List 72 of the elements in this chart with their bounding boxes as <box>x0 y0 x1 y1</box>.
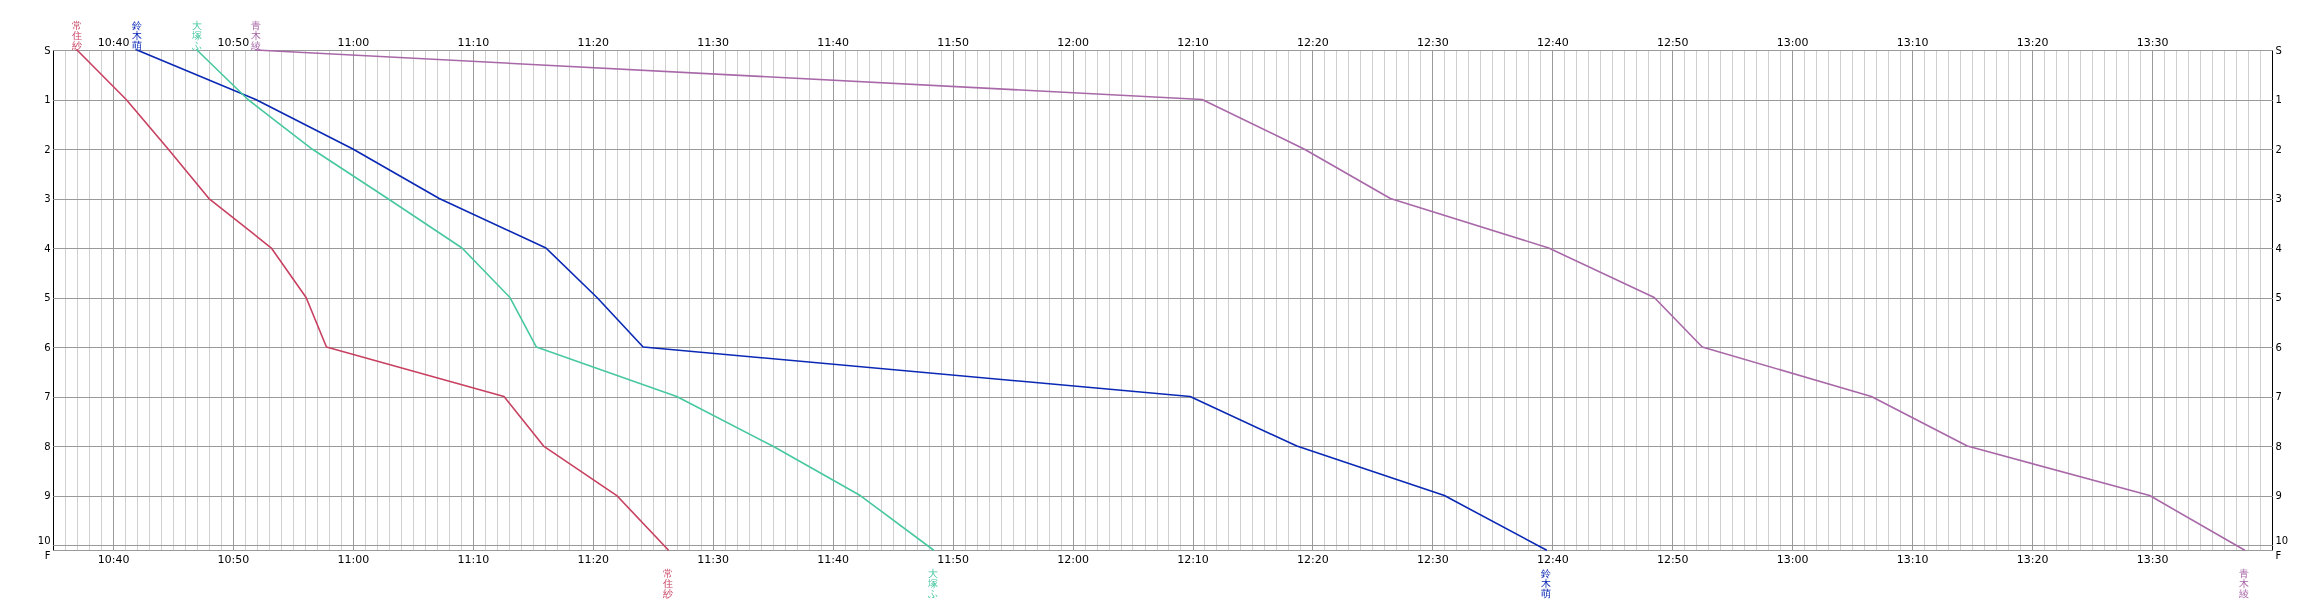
x2-tick-label: 12:30 <box>1417 35 1449 49</box>
y2-tick-label: 7 <box>2275 391 2282 403</box>
x2-tick-label: 11:10 <box>457 35 490 49</box>
y-tick-label: 6 <box>44 341 51 353</box>
x-tick-label: 12:10 <box>1177 552 1209 566</box>
y2-tick-label: 3 <box>2275 193 2282 205</box>
y2-tick-label: 5 <box>2275 292 2282 304</box>
y2-tick-label: S <box>2275 44 2282 56</box>
text: 鈴木萌 <box>1541 568 1552 599</box>
x-tick-label: 11:10 <box>457 552 490 566</box>
x2-tick-label: 12:10 <box>1177 35 1209 49</box>
y2-tick-label: 2 <box>2275 143 2282 155</box>
y2-tick-label: 8 <box>2275 440 2282 452</box>
line-series <box>196 49 935 551</box>
x-tick-label: 11:00 <box>337 552 370 566</box>
x-tick-label: 13:20 <box>2016 552 2049 566</box>
y-tick-label: F <box>44 549 51 561</box>
line-series <box>254 49 2246 551</box>
x2-tick-label: 12:20 <box>1297 35 1329 49</box>
x-tick-label: 12:30 <box>1417 552 1449 566</box>
line-series <box>136 49 1548 551</box>
x-tick-label: 10:50 <box>217 552 250 566</box>
x-tick-label: 11:30 <box>697 552 730 566</box>
y-tick-label: 7 <box>44 391 51 403</box>
x-tick-label: 11:20 <box>577 552 610 566</box>
y-tick-label: 1 <box>44 94 51 105</box>
x2-tick-label: 10:50 <box>217 35 250 49</box>
y-tick-label: 5 <box>44 292 51 304</box>
x2-tick-label: 11:20 <box>577 35 610 49</box>
x2-tick-label: 13:10 <box>1896 35 1929 49</box>
x2-tick-label: 11:30 <box>697 35 730 49</box>
text: 青木綾 <box>2239 568 2250 599</box>
x-tick-label: 11:50 <box>937 552 969 566</box>
x-tick-label: 12:20 <box>1297 552 1329 566</box>
series-label: 鈴木萌 <box>131 20 142 51</box>
y2-tick-label: 10 <box>2275 534 2289 546</box>
y-tick-label: 10 <box>37 534 51 546</box>
y-tick-label: 8 <box>44 440 51 452</box>
y-tick-label: 4 <box>44 242 51 254</box>
y-tick-label: 9 <box>44 490 51 502</box>
y2-tick-label: 6 <box>2275 341 2282 353</box>
y2-tick-label: 1 <box>2275 94 2282 105</box>
x-tick-label: 10:40 <box>97 552 130 566</box>
x2-tick-label: 12:50 <box>1656 35 1689 49</box>
x2-tick-label: 13:30 <box>2136 35 2169 49</box>
x-tick-label: 13:30 <box>2136 552 2169 566</box>
series-label: 常住紗 <box>72 20 83 51</box>
y2-tick-label: 4 <box>2275 242 2282 254</box>
y2-tick-label: 9 <box>2275 490 2282 502</box>
y2-tick-label: F <box>2275 549 2282 561</box>
x-tick-label: 13:00 <box>1776 552 1809 566</box>
x2-tick-label: 12:00 <box>1057 35 1089 49</box>
x-tick-label: 11:40 <box>817 552 850 566</box>
x2-tick-label: 11:50 <box>937 35 969 49</box>
x2-tick-label: 10:40 <box>97 35 130 49</box>
x2-tick-label: 12:40 <box>1536 35 1569 49</box>
x2-tick-label: 13:00 <box>1776 35 1809 49</box>
y-tick-label: 2 <box>44 143 51 155</box>
series-label: 青木綾 <box>249 20 261 51</box>
x2-tick-label: 11:40 <box>817 35 850 49</box>
line-series <box>76 49 670 551</box>
text: 大塚ふ <box>928 568 939 599</box>
y-tick-label: S <box>44 44 51 56</box>
x-tick-label: 12:00 <box>1057 552 1089 566</box>
x-tick-label: 12:40 <box>1536 552 1569 566</box>
text: 常住紗 <box>663 568 674 599</box>
x-tick-label: 13:10 <box>1896 552 1929 566</box>
y-tick-label: 3 <box>44 193 51 205</box>
series-label: 大塚ふ <box>190 20 202 51</box>
x2-tick-label: 13:20 <box>2016 35 2049 49</box>
x-tick-label: 12:50 <box>1656 552 1689 566</box>
x2-tick-label: 11:00 <box>337 35 370 49</box>
